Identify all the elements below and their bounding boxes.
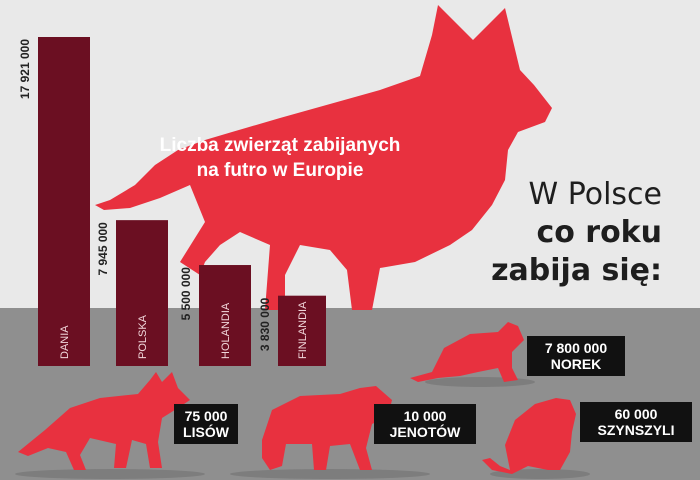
bar-category-label: POLSKA <box>137 314 149 359</box>
chart-title-line1: Liczba zwierząt zabijanych <box>159 135 401 156</box>
chart-title: Liczba zwierząt zabijanych na futro w Eu… <box>130 133 430 183</box>
bar-category-label: DANIA <box>59 325 71 359</box>
poland-heading: W Polsce co roku zabija się: <box>491 176 662 290</box>
poland-heading-line2: co roku <box>536 215 662 250</box>
chinchilla-label: 60 000 SZYNSZYLI <box>580 402 692 442</box>
shadow <box>15 469 205 479</box>
poland-heading-line1: W Polsce <box>528 177 663 212</box>
bar-value-label: 7 945 000 <box>96 222 110 276</box>
large-fox-silhouette <box>95 5 552 310</box>
bar-value-label: 5 500 000 <box>179 267 193 321</box>
fox-icon <box>18 372 190 470</box>
fox-label: 75 000 LISÓW <box>174 404 238 444</box>
bar-finlandia <box>278 295 326 366</box>
mink-count: 7 800 000 <box>544 340 608 356</box>
bar-category-label: HOLANDIA <box>220 302 232 359</box>
chinchilla-count: 60 000 <box>614 406 658 422</box>
animal-icons <box>15 322 590 479</box>
fox-count: 75 000 <box>184 408 228 424</box>
shadow <box>425 377 535 387</box>
shadow <box>230 469 430 479</box>
mink-name: NOREK <box>550 356 602 372</box>
chinchilla-name: SZYNSZYLI <box>597 422 675 438</box>
bar-holandia <box>199 265 251 366</box>
bar-chart: 17 921 000 DANIA 7 945 000 POLSKA 5 500 000 H… <box>18 37 326 366</box>
bar-dania <box>38 37 90 366</box>
raccoon-dog-icon <box>262 386 392 470</box>
bar-value-label: 17 921 000 <box>18 39 32 99</box>
bar-category-label: FINLANDIA <box>297 301 309 359</box>
raccoon-dog-name: JENOTÓW <box>389 424 461 440</box>
poland-heading-line3: zabija się: <box>491 253 662 288</box>
raccoon-dog-count: 10 000 <box>403 408 447 424</box>
chart-title-line2: na futro w Europie <box>196 160 364 181</box>
mink-icon <box>410 322 524 382</box>
bar-polska <box>116 220 168 366</box>
mink-label: 7 800 000 NOREK <box>527 336 625 376</box>
raccoon-dog-label: 10 000 JENOTÓW <box>374 404 476 444</box>
chinchilla-icon <box>482 398 576 474</box>
fox-name: LISÓW <box>183 424 229 440</box>
bar-value-label: 3 830 000 <box>258 297 272 351</box>
